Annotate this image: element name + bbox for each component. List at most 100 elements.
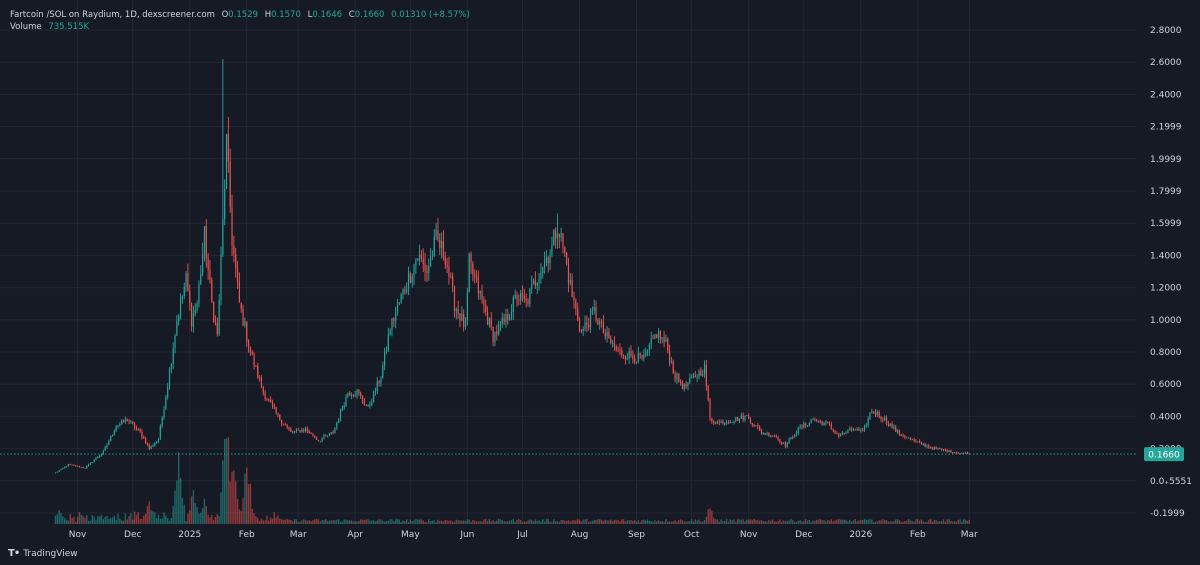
volume-bar [124,513,127,524]
candle [847,429,849,434]
candle [145,436,147,444]
candle-body [593,307,595,311]
volume-bar [814,520,816,524]
volume-bar [275,517,277,524]
candle-body [503,318,505,322]
candle-body [71,464,73,466]
volume-bar [325,519,327,524]
x-tick-label: 2025 [178,530,201,540]
candle [442,230,445,261]
candle [931,446,934,450]
volume-bar [553,519,555,524]
candle-body [737,417,739,421]
candle-body [711,418,713,422]
candle-body [788,439,790,444]
candle [194,303,196,317]
y-tick-label: 1.2000 [1150,284,1182,294]
volume-bar [674,520,676,524]
candle [347,392,349,399]
candle [290,427,292,433]
candle [656,333,658,339]
candle [957,451,959,454]
candle-body [437,229,439,241]
candle-body [527,300,529,305]
candle [297,427,299,431]
candle [650,331,652,350]
candle [755,424,757,427]
volume-bar [104,516,106,524]
candle-body [906,437,908,439]
volume-bar [775,521,777,524]
candle [529,287,531,308]
candle [181,295,183,304]
candle-body [902,435,904,437]
price-axis[interactable]: 2.80002.60002.40002.19991.99991.79991.59… [1150,26,1192,519]
candle-body [137,428,139,430]
candle-body [398,302,400,305]
candle-body [334,427,336,434]
candle-body [944,449,946,451]
tradingview-brand[interactable]: 𝗧• TradingView [8,548,78,559]
candle [827,421,829,424]
candle-body [270,399,272,403]
candle-body [744,415,746,420]
candle [896,428,899,434]
candle-body [863,425,866,431]
volume-bar [448,520,450,524]
candle-body [556,233,559,239]
volume-bar [849,519,851,524]
candle [814,417,816,422]
y-tick-label: 0.8000 [1150,348,1182,358]
candle-body [608,332,610,339]
candle [192,305,195,333]
volume-bar [602,520,605,524]
candle [172,342,174,370]
candle [211,277,213,303]
volume-bar [93,516,95,524]
candle [928,443,930,449]
candle-body [794,435,796,438]
candle [209,260,211,284]
candle [308,429,310,434]
x-tick-label: Dec [795,530,812,540]
volume-bar [937,521,939,524]
candle [720,419,722,424]
volume-bar [352,521,355,524]
volume-bar [657,520,660,524]
volume-bar [883,520,886,524]
volume-bar [337,519,340,524]
candle-body [797,427,799,433]
candle [948,449,950,453]
candle-body [78,466,81,468]
volume-bar [516,519,518,524]
candle-body [531,284,533,289]
candle-body [792,437,794,439]
volume-bar [942,519,945,524]
candle-body [907,437,910,439]
candle [963,452,965,454]
volume-bar [562,519,564,524]
candle-body [378,381,380,384]
candle [54,472,57,474]
candle [623,354,625,360]
candle [803,421,805,429]
candle-body [514,294,516,298]
volume-bar [404,520,406,524]
volume-bar [694,519,697,524]
candle-body [347,393,349,397]
candle-body [472,263,474,275]
candle [277,412,279,418]
time-axis[interactable]: Nov Dec 2025 Feb Mar Apr May Jun Jul Aug Sep Oct Nov… [69,530,978,540]
volume-bar [920,519,923,524]
x-tick-label: Mar [290,530,307,540]
candle-body [738,418,741,421]
price-badge-bg [1144,447,1184,462]
candle-body [852,429,855,431]
candle-body [286,425,288,428]
volume-bar [326,521,329,524]
candle-body [887,423,889,426]
candle [731,422,733,423]
candle-body [555,230,557,239]
candle-body [179,298,182,317]
